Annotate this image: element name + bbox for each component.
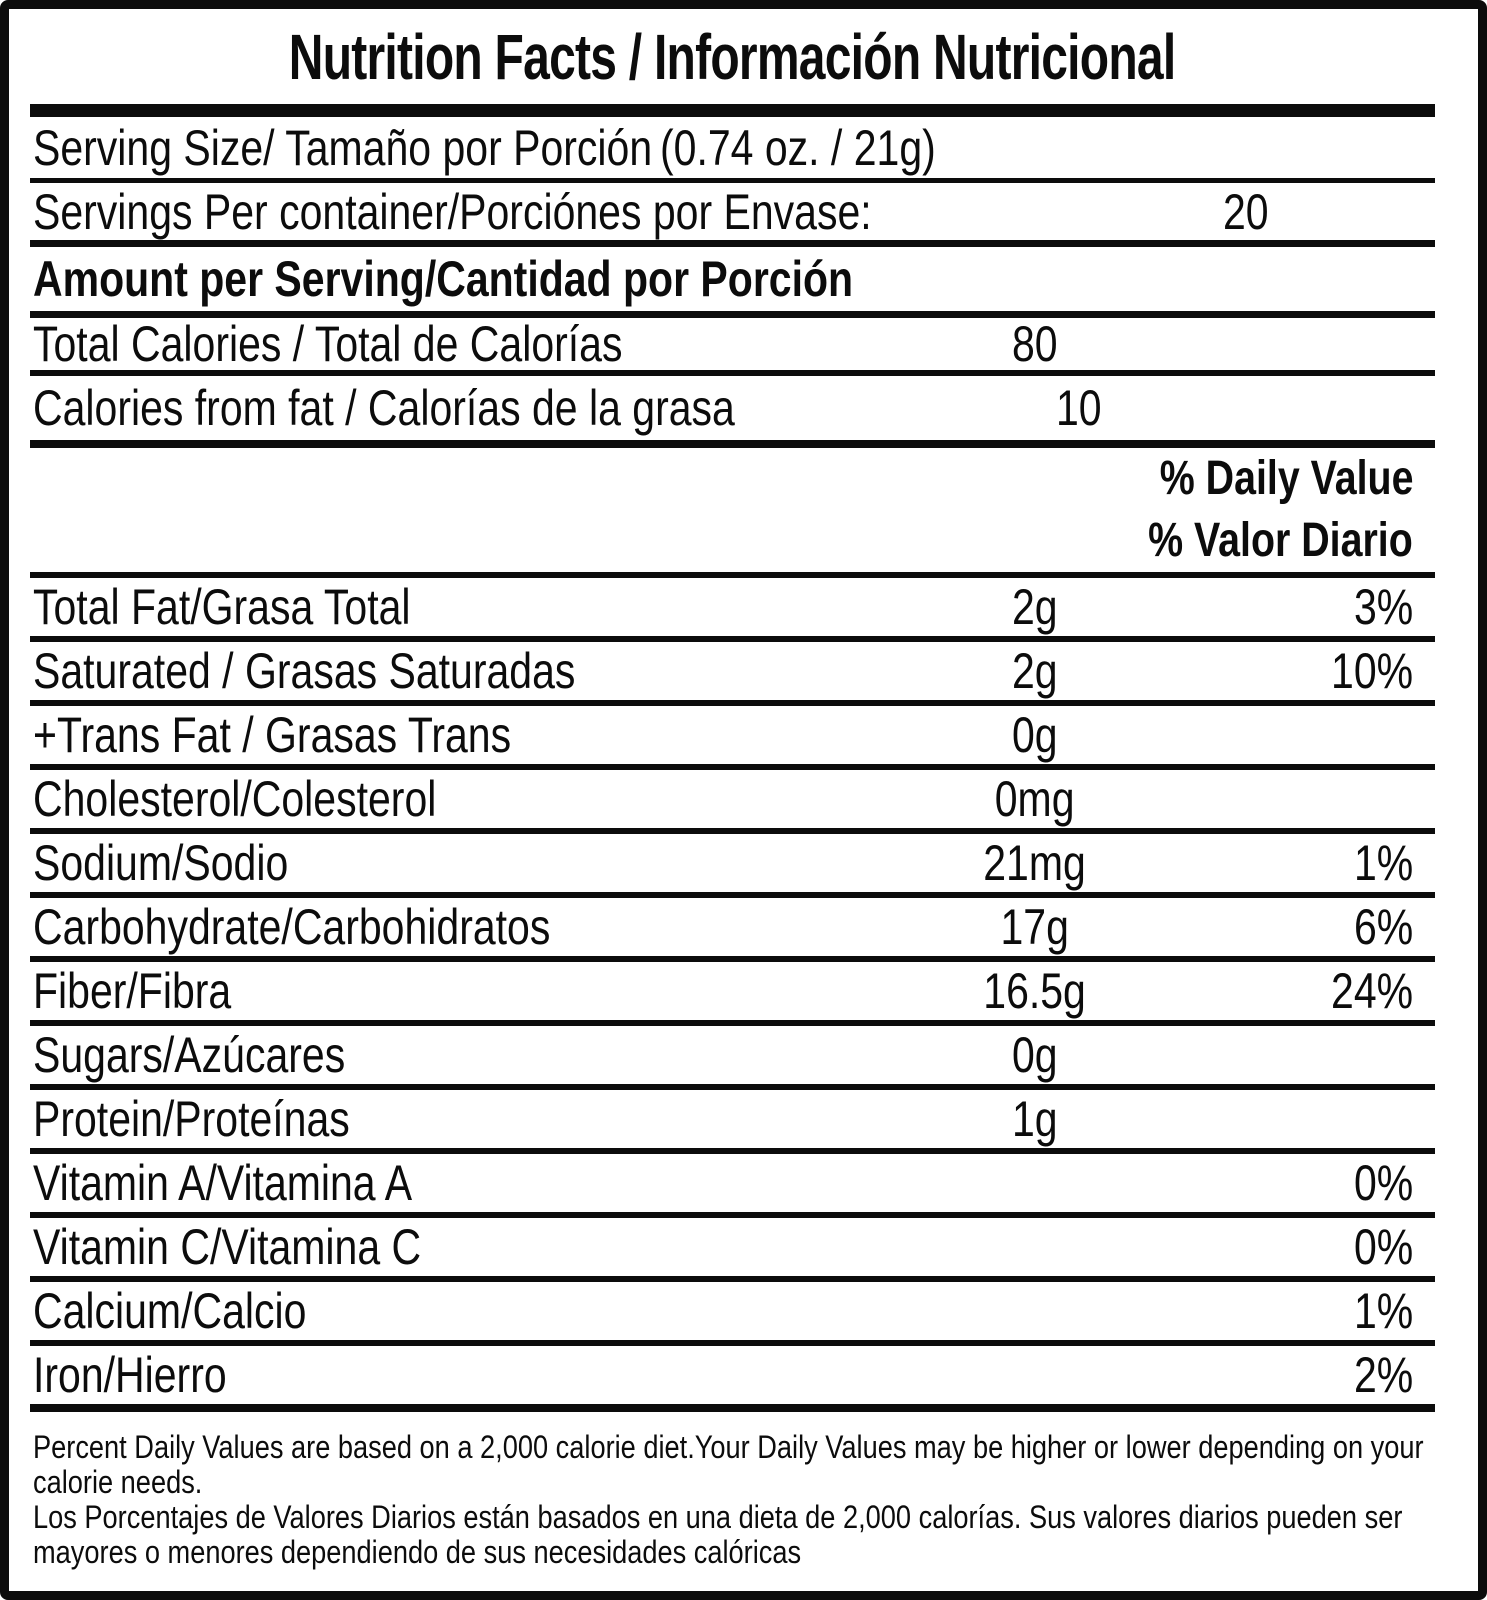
title-divider-bar — [30, 104, 1435, 117]
serving-size-label-cell: Serving Size/ Tamaño por Porción — [30, 123, 788, 173]
serving-size-value-cell: (0.74 oz. / 21g) — [660, 123, 996, 173]
total-calories-row: Total Calories / Total de Calorías 80 — [30, 318, 1435, 376]
nutrient-amount: 0g — [1012, 1027, 1058, 1083]
nutrient-row-fiber: Fiber/Fibra 16.5g 24% — [30, 962, 1435, 1026]
nutrient-label: Sodium/Sodio — [33, 835, 289, 891]
nutrient-percent: 0% — [1353, 1155, 1413, 1211]
servings-value-cell: 20 — [1218, 187, 1274, 237]
amount-per-serving-row: Amount per Serving/Cantidad por Porción — [30, 247, 1435, 318]
nutrient-label: Saturated / Grasas Saturadas — [33, 643, 576, 699]
nutrient-row-iron: Iron/Hierro 2% — [30, 1346, 1435, 1412]
nutrient-row-sugars: Sugars/Azúcares 0g — [30, 1026, 1435, 1090]
serving-size-value: (0.74 oz. / 21g) — [660, 119, 936, 176]
serving-size-row: Serving Size/ Tamaño por Porción (0.74 o… — [30, 117, 1435, 183]
nutrient-percent: 2% — [1353, 1347, 1413, 1403]
calories-from-fat-value: 10 — [1056, 380, 1102, 436]
nutrient-label: Total Fat/Grasa Total — [33, 579, 411, 635]
servings-per-container-label: Servings Per container/Porciónes por Env… — [33, 183, 872, 240]
nutrient-label: Sugars/Azúcares — [33, 1027, 346, 1083]
footnote-en: Percent Daily Values are based on a 2,00… — [33, 1429, 1424, 1500]
nutrient-row-protein: Protein/Proteínas 1g — [30, 1090, 1435, 1154]
nutrient-amount: 1g — [1012, 1091, 1058, 1147]
nutrient-percent: 6% — [1353, 899, 1413, 955]
daily-value-heading-en-row: % Daily Value — [30, 448, 1435, 510]
nutrient-percent: 0% — [1353, 1219, 1413, 1275]
total-calories-label: Total Calories / Total de Calorías — [33, 316, 623, 372]
nutrient-row-trans-fat: +Trans Fat / Grasas Trans 0g — [30, 706, 1435, 770]
nutrient-amount: 0mg — [995, 771, 1075, 827]
nutrient-row-calcium: Calcium/Calcio 1% — [30, 1282, 1435, 1346]
calories-from-fat-label: Calories from fat / Calorías de la grasa — [33, 380, 735, 436]
nutrient-amount: 16.5g — [983, 963, 1087, 1019]
nutrient-percent: 3% — [1353, 579, 1413, 635]
nutrient-label: Fiber/Fibra — [33, 963, 232, 1019]
nutrient-label: +Trans Fat / Grasas Trans — [33, 707, 512, 763]
nutrient-row-cholesterol: Cholesterol/Colesterol 0mg — [30, 770, 1435, 834]
nutrient-label: Protein/Proteínas — [33, 1091, 350, 1147]
daily-value-heading-es: % Valor Diario — [1148, 514, 1413, 567]
nutrient-percent: 10% — [1330, 643, 1413, 699]
nutrient-amount: 17g — [1000, 899, 1070, 955]
nutrient-label: Cholesterol/Colesterol — [33, 771, 437, 827]
servings-per-container-value: 20 — [1222, 183, 1269, 240]
nutrient-label: Calcium/Calcio — [33, 1283, 307, 1339]
nutrient-percent: 1% — [1353, 835, 1413, 891]
nutrient-amount: 21mg — [983, 835, 1087, 891]
calories-from-fat-row: Calories from fat / Calorías de la grasa… — [30, 376, 1435, 448]
nutrient-row-vitamin-a: Vitamin A/Vitamina A 0% — [30, 1154, 1435, 1218]
nutrient-label: Carbohydrate/Carbohidratos — [33, 899, 551, 955]
nutrient-row-sodium: Sodium/Sodio 21mg 1% — [30, 834, 1435, 898]
servings-per-container-row: Servings Per container/Porciónes por Env… — [30, 183, 1435, 247]
nutrient-amount: 2g — [1012, 579, 1058, 635]
footnote-es: Los Porcentajes de Valores Diarios están… — [33, 1499, 1403, 1570]
servings-label-cell: Servings Per container/Porciónes por Env… — [30, 187, 1056, 237]
nutrient-amount: 0g — [1012, 707, 1058, 763]
daily-value-heading-en: % Daily Value — [1159, 452, 1413, 505]
label-title-block: Nutrition Facts / Información Nutriciona… — [30, 9, 1435, 104]
nutrient-row-vitamin-c: Vitamin C/Vitamina C 0% — [30, 1218, 1435, 1282]
footnote-block: Percent Daily Values are based on a 2,00… — [9, 1412, 1478, 1570]
nutrient-percent: 24% — [1330, 963, 1413, 1019]
nutrient-row-total-fat: Total Fat/Grasa Total 2g 3% — [30, 578, 1435, 642]
nutrient-amount: 2g — [1012, 643, 1058, 699]
nutrient-row-saturated-fat: Saturated / Grasas Saturadas 2g 10% — [30, 642, 1435, 706]
nutrient-percent: 1% — [1353, 1283, 1413, 1339]
nutrient-label: Iron/Hierro — [33, 1347, 227, 1403]
total-calories-value: 80 — [1012, 316, 1058, 372]
label-title: Nutrition Facts / Información Nutriciona… — [289, 20, 1176, 93]
nutrient-label: Vitamin C/Vitamina C — [33, 1219, 422, 1275]
nutrient-row-carbohydrate: Carbohydrate/Carbohidratos 17g 6% — [30, 898, 1435, 962]
serving-size-label: Serving Size/ Tamaño por Porción — [33, 119, 653, 176]
daily-value-heading-es-row: % Valor Diario — [30, 510, 1435, 578]
nutrient-label: Vitamin A/Vitamina A — [33, 1155, 413, 1211]
amount-per-serving-heading: Amount per Serving/Cantidad por Porción — [33, 251, 854, 307]
